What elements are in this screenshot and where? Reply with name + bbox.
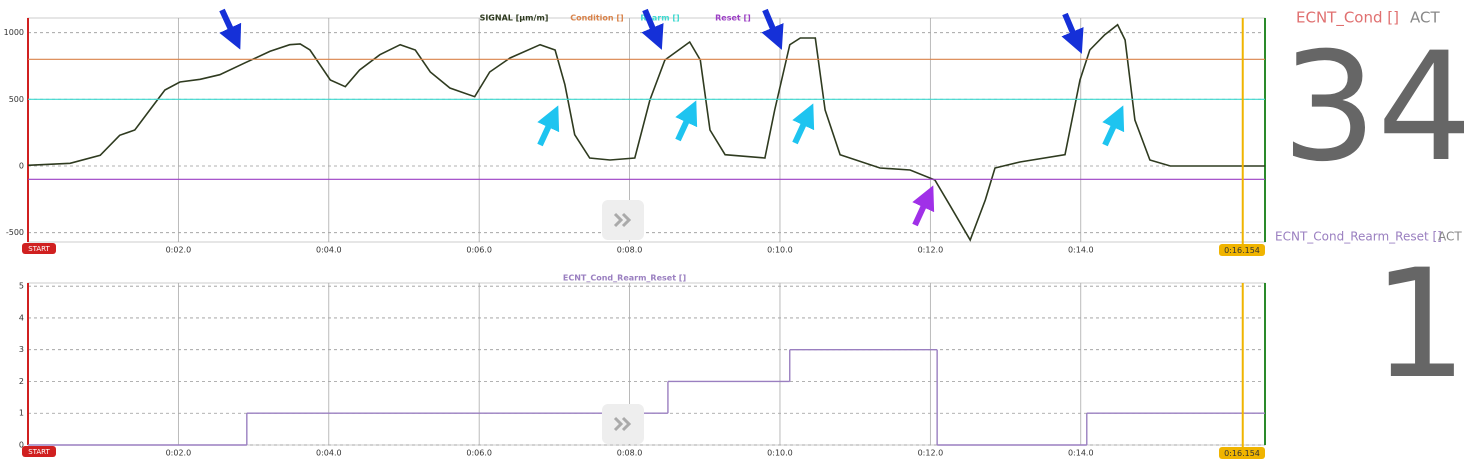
x-tick-label: 0:12.0 (918, 449, 944, 458)
y-tick-label: 0 (19, 441, 24, 450)
x-tick-label: 0:12.0 (918, 246, 944, 255)
arrow (912, 185, 935, 227)
plot-area (27, 17, 1266, 243)
legend-entry: SIGNAL [µm/m] (480, 14, 549, 23)
plot-area (27, 282, 1266, 446)
y-tick-label: 5 (19, 282, 24, 291)
button-icon[interactable] (613, 416, 632, 432)
y-tick-label: 1000 (4, 28, 24, 37)
x-tick-label: 0:02.0 (166, 246, 192, 255)
display-value: 1 (1372, 238, 1467, 412)
forward-button[interactable] (602, 404, 644, 444)
x-tick-label: 0:06.0 (466, 246, 492, 255)
legend-entry: Condition [] (570, 14, 623, 23)
x-tick-label: 0:14.0 (1068, 246, 1094, 255)
arrow (537, 105, 560, 147)
cursor-badge (1219, 244, 1265, 256)
x-tick-label: 0:04.0 (316, 449, 342, 458)
chart-title: ECNT_Cond_Rearm_Reset [] (563, 274, 686, 283)
legend-entry: Reset [] (715, 14, 751, 23)
forward-button[interactable] (602, 200, 644, 240)
cursor-label: 0:16.154 (1224, 449, 1260, 458)
x-tick-label: 0:08.0 (617, 246, 643, 255)
arrow (219, 8, 242, 50)
y-tick-label: 3 (19, 345, 24, 354)
display-2: ECNT_Cond_Rearm_Reset [] ACT 1 (1275, 230, 1468, 413)
display-value: 34 (1282, 21, 1469, 195)
x-tick-label: 0:04.0 (316, 246, 342, 255)
y-tick-label: 0 (19, 162, 24, 171)
arrow (641, 8, 664, 50)
y-tick-label: -500 (6, 228, 24, 237)
arrow (1102, 105, 1125, 147)
x-tick-label: 0:10.0 (767, 246, 793, 255)
y-tick-label: 1 (19, 409, 24, 418)
y-tick-label: 2 (19, 377, 24, 386)
x-tick-label: 0:06.0 (466, 449, 492, 458)
y-tick-label: 500 (9, 95, 24, 104)
start-label: START (28, 448, 50, 456)
start-label: START (28, 245, 50, 253)
legend-entry: Rearm [] (640, 14, 679, 23)
y-tick-label: 4 (19, 313, 24, 322)
button-icon[interactable] (613, 212, 632, 228)
arrow (675, 100, 698, 142)
cursor-label: 0:16.154 (1224, 246, 1260, 255)
x-tick-label: 0:08.0 (617, 449, 643, 458)
annotation-arrows (219, 8, 1125, 227)
x-tick-label: 0:10.0 (767, 449, 793, 458)
start-badge (22, 446, 56, 457)
display-label: ECNT_Cond_Rearm_Reset [] (1275, 230, 1442, 244)
display-label: ECNT_Cond [] (1296, 9, 1399, 28)
cursor-badge (1219, 447, 1265, 459)
arrow (761, 8, 784, 50)
arrow (1061, 12, 1084, 54)
display-mode: ACT (1410, 9, 1440, 27)
start-badge (22, 243, 56, 254)
plots: -500 0 500 1000 0:02.0 0:04.0 0:06.0 0:08.0 0:10… (4, 14, 1266, 459)
arrow (792, 103, 815, 145)
x-tick-label: 0:14.0 (1068, 449, 1094, 458)
x-tick-label: 0:02.0 (166, 449, 192, 458)
display-1: ECNT_Cond [] ACT 34 (1282, 9, 1469, 196)
display-mode: ACT (1438, 230, 1462, 244)
signal-line (27, 23, 1265, 242)
